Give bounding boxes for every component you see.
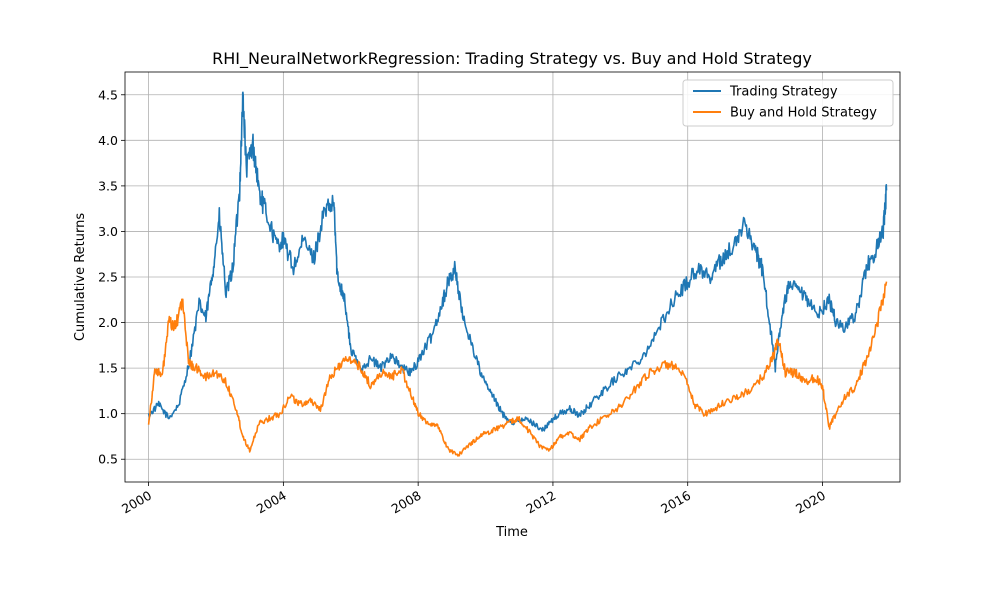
x-tick-label: 2008 xyxy=(389,488,424,517)
x-tick-label: 2004 xyxy=(254,488,289,517)
y-tick-label: 1.0 xyxy=(98,406,118,421)
y-tick-label: 0.5 xyxy=(98,452,118,467)
y-tick-label: 4.0 xyxy=(98,133,118,148)
x-tick-label: 2016 xyxy=(658,488,693,517)
x-tick-label: 2012 xyxy=(523,488,558,517)
y-tick-label: 2.0 xyxy=(98,315,118,330)
y-tick-label: 3.0 xyxy=(98,224,118,239)
chart-title: RHI_NeuralNetworkRegression: Trading Str… xyxy=(212,49,812,69)
legend: Trading Strategy Buy and Hold Strategy xyxy=(682,79,894,127)
x-tick-label: 2000 xyxy=(119,488,154,517)
y-tick-label: 4.5 xyxy=(98,87,118,102)
x-tick-label: 2020 xyxy=(793,488,828,517)
y-axis-label: Cumulative Returns xyxy=(73,213,88,341)
grid-lines xyxy=(125,72,900,482)
x-axis-label: Time xyxy=(495,525,528,540)
y-tick-label: 2.5 xyxy=(98,270,118,285)
y-tick-label: 3.5 xyxy=(98,178,118,193)
series-line-buy-and-hold xyxy=(147,281,888,457)
y-tick-label: 1.5 xyxy=(98,361,118,376)
y-axis-ticks: 0.5 1.0 1.5 2.0 2.5 3.0 3.5 4.0 4.5 xyxy=(98,87,125,467)
series-lines xyxy=(147,91,888,457)
series-line-trading-strategy xyxy=(147,91,888,432)
legend-box xyxy=(682,79,894,127)
legend-label-trading-strategy: Trading Strategy xyxy=(729,85,838,100)
legend-label-buy-and-hold: Buy and Hold Strategy xyxy=(730,106,877,121)
x-axis-ticks: 2000 2004 2008 2012 2016 2020 xyxy=(119,482,828,517)
